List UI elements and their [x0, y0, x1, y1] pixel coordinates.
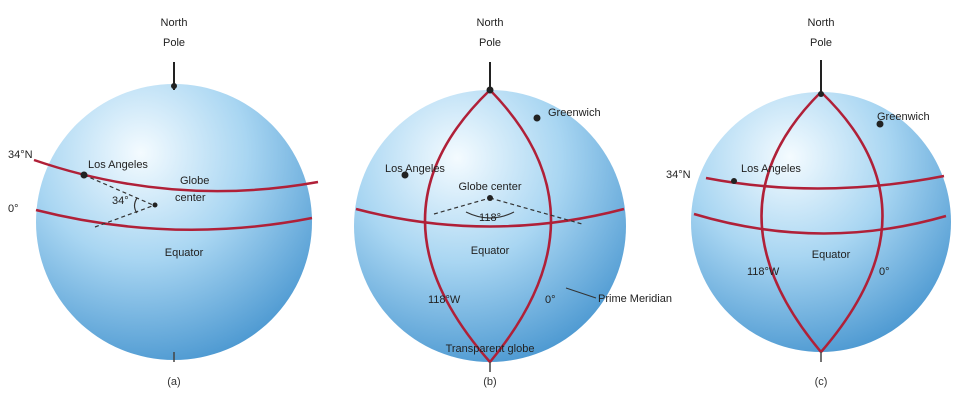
lat-0-label-a: 0° [8, 203, 19, 215]
pole-label-c: Pole [810, 37, 832, 49]
equator-label-b: Equator [471, 245, 510, 257]
greenwich-label-b: Greenwich [548, 107, 601, 119]
center-label-a: center [175, 192, 206, 204]
globe-label-a: Globe [180, 175, 209, 187]
radius-to-118w-b [433, 197, 491, 215]
greenwich-dot-c [876, 120, 884, 128]
north-label-b: North [477, 17, 504, 29]
lat-34n-label-c: 34°N [666, 169, 691, 181]
angle-arc-b [465, 211, 515, 219]
caption-c: (c) [815, 376, 828, 388]
north-pole-dot-c [818, 91, 824, 97]
globe-a [36, 84, 312, 360]
equator-label-c: Equator [812, 249, 851, 261]
panel-b: North Pole Greenwich Los Angeles Globe c… [354, 17, 672, 388]
equator-line-c [693, 212, 947, 235]
city-dot-a [80, 171, 88, 179]
angle-arc-a [133, 197, 138, 214]
equator-line-a [35, 208, 313, 231]
north-label-a: North [161, 17, 188, 29]
meridian-118w-b [423, 89, 491, 363]
prime-meridian-b [489, 89, 553, 363]
lon-0-label-b: 0° [545, 294, 556, 306]
prime-meridian-leader-b [565, 287, 597, 299]
center-dot-a [152, 202, 158, 208]
globe-center-label-b: Globe center [459, 181, 522, 193]
radius-to-equator-a [94, 204, 156, 228]
equator-label-a: Equator [165, 247, 204, 259]
transparent-globe-label-b: Transparent globe [446, 343, 535, 355]
globe-c [691, 92, 951, 352]
meridian-118w-c [760, 91, 822, 353]
caption-b: (b) [483, 376, 496, 388]
radius-to-0-b [489, 197, 583, 225]
prime-meridian-label-b: Prime Meridian [598, 293, 672, 305]
pole-label-a: Pole [163, 37, 185, 49]
caption-a: (a) [167, 376, 180, 388]
pole-label-b: Pole [479, 37, 501, 49]
lon-0-label-c: 0° [879, 266, 890, 278]
lon-118w-label-b: 118°W [428, 294, 461, 306]
greenwich-dot-b [533, 114, 541, 122]
latitude-34n-line-a [33, 158, 319, 193]
lat-34n-label-a: 34°N [8, 149, 33, 161]
center-dot-b [487, 195, 493, 201]
north-pole-dot-b [486, 86, 494, 94]
equator-line-b [355, 207, 625, 228]
lon-118w-label-c: 118°W [747, 266, 780, 278]
prime-meridian-c [820, 91, 884, 353]
radius-to-city-a [83, 174, 154, 206]
city-dot-c [731, 178, 737, 184]
city-dot-b [401, 171, 409, 179]
angle-label-b: 118° [479, 212, 501, 224]
angle-label-a: 34° [112, 195, 129, 207]
panel-a: North Pole 34°N 0° Los Angeles 34° Globe… [8, 17, 319, 388]
panel-c: North Pole Greenwich 34°N Los Angeles Eq… [666, 17, 951, 388]
city-label-b: Los Angeles [385, 163, 445, 175]
city-label-c: Los Angeles [741, 163, 801, 175]
city-label-a: Los Angeles [88, 159, 148, 171]
north-label-c: North [808, 17, 835, 29]
north-pole-dot-a [171, 83, 177, 89]
greenwich-label-c: Greenwich [877, 111, 930, 123]
